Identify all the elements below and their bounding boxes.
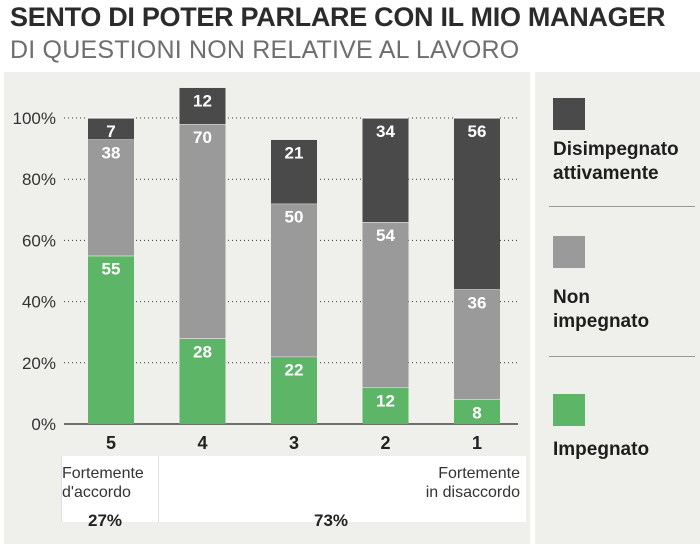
bar-value-label: 54	[376, 226, 395, 245]
legend-divider	[549, 356, 695, 357]
bar-segment	[362, 118, 409, 223]
bracket-right-box	[159, 456, 526, 522]
y-tick-label: 0%	[31, 415, 56, 434]
legend-swatch-not-engaged	[553, 236, 585, 268]
bar-segment	[362, 222, 409, 388]
bar-value-label: 36	[468, 293, 487, 312]
legend-panel: Disimpegnato attivamente Non impegnato I…	[535, 72, 700, 544]
bar-value-label: 22	[285, 361, 304, 380]
bar-segment	[179, 124, 226, 339]
anchor-right-line2: in disaccordo	[425, 484, 520, 501]
bar-segment	[179, 338, 226, 424]
bar-segment	[362, 387, 409, 424]
anchor-left-line2: d'accordo	[62, 484, 131, 501]
y-tick-label: 100%	[13, 109, 56, 128]
legend-label-engaged: Impegnato	[553, 438, 649, 462]
total-left: 27%	[88, 511, 123, 530]
chart-panel: 0% 20% 40% 60% 80% 100% 55 38 7 5 28 70 12 4 22 50 21 3 12…	[4, 72, 530, 544]
legend-label-engaged-line1: Impegnato	[553, 439, 650, 460]
bracket-left-box	[62, 456, 158, 522]
legend-label-disengaged-line2: attivamente	[553, 163, 659, 184]
bar-segment	[271, 356, 317, 424]
bar-segment	[271, 203, 317, 357]
y-tick-label: 20%	[22, 354, 56, 373]
legend-swatch-disengaged	[553, 98, 585, 130]
y-tick-label: 60%	[22, 231, 56, 250]
bar-segment	[454, 399, 500, 424]
legend-divider	[549, 206, 695, 207]
anchor-right-label: Fortemente in disaccordo	[426, 464, 520, 502]
anchor-left-line1: Fortemente	[62, 465, 144, 482]
y-tick-label: 40%	[22, 293, 56, 312]
bar-value-label: 34	[376, 122, 395, 141]
bar-segment	[271, 139, 317, 204]
x-category-label: 4	[197, 433, 207, 453]
legend-swatch-engaged	[553, 394, 585, 426]
chart-subtitle: DI QUESTIONI NON RELATIVE AL LAVORO	[10, 36, 520, 64]
bar-value-label: 8	[472, 404, 481, 423]
bar-value-label: 21	[285, 143, 304, 162]
x-category-label: 2	[380, 433, 390, 453]
legend-label-disengaged: Disimpegnato attivamente	[553, 138, 679, 186]
bar-segment	[454, 118, 500, 290]
y-tick-label: 80%	[22, 170, 56, 189]
bar-segment	[179, 87, 226, 125]
bar-value-label: 55	[102, 260, 121, 279]
legend-label-disengaged-line1: Disimpegnato	[553, 139, 679, 160]
x-category-label: 1	[472, 433, 482, 453]
bar-segment	[454, 289, 500, 400]
bar-value-label: 38	[102, 143, 121, 162]
bar-segment	[88, 139, 134, 256]
bar-value-label: 56	[468, 122, 487, 141]
bar-value-label: 7	[106, 122, 115, 141]
bar-segment	[88, 255, 134, 424]
x-category-label: 5	[106, 433, 116, 453]
anchor-right-line1: Fortemente	[438, 465, 520, 482]
bar-value-label: 12	[193, 91, 212, 110]
anchor-left-label: Fortemente d'accordo	[62, 464, 144, 502]
bar-value-label: 50	[285, 208, 304, 227]
bar-value-label: 12	[376, 391, 395, 410]
x-category-label: 3	[289, 433, 299, 453]
total-right: 73%	[314, 511, 349, 530]
bar-value-label: 70	[193, 128, 212, 147]
legend-label-not-engaged-line2: impegnato	[553, 311, 650, 332]
chart-title: SENTO DI POTER PARLARE CON IL MIO MANAGE…	[10, 2, 666, 32]
legend-label-not-engaged-line1: Non	[553, 287, 590, 308]
bar-segment	[88, 118, 134, 140]
bar-value-label: 28	[193, 342, 212, 361]
legend-label-not-engaged: Non impegnato	[553, 286, 649, 334]
stacked-bar-chart: 0%20%40%60%80%100%5538752870124225021312…	[13, 86, 526, 522]
